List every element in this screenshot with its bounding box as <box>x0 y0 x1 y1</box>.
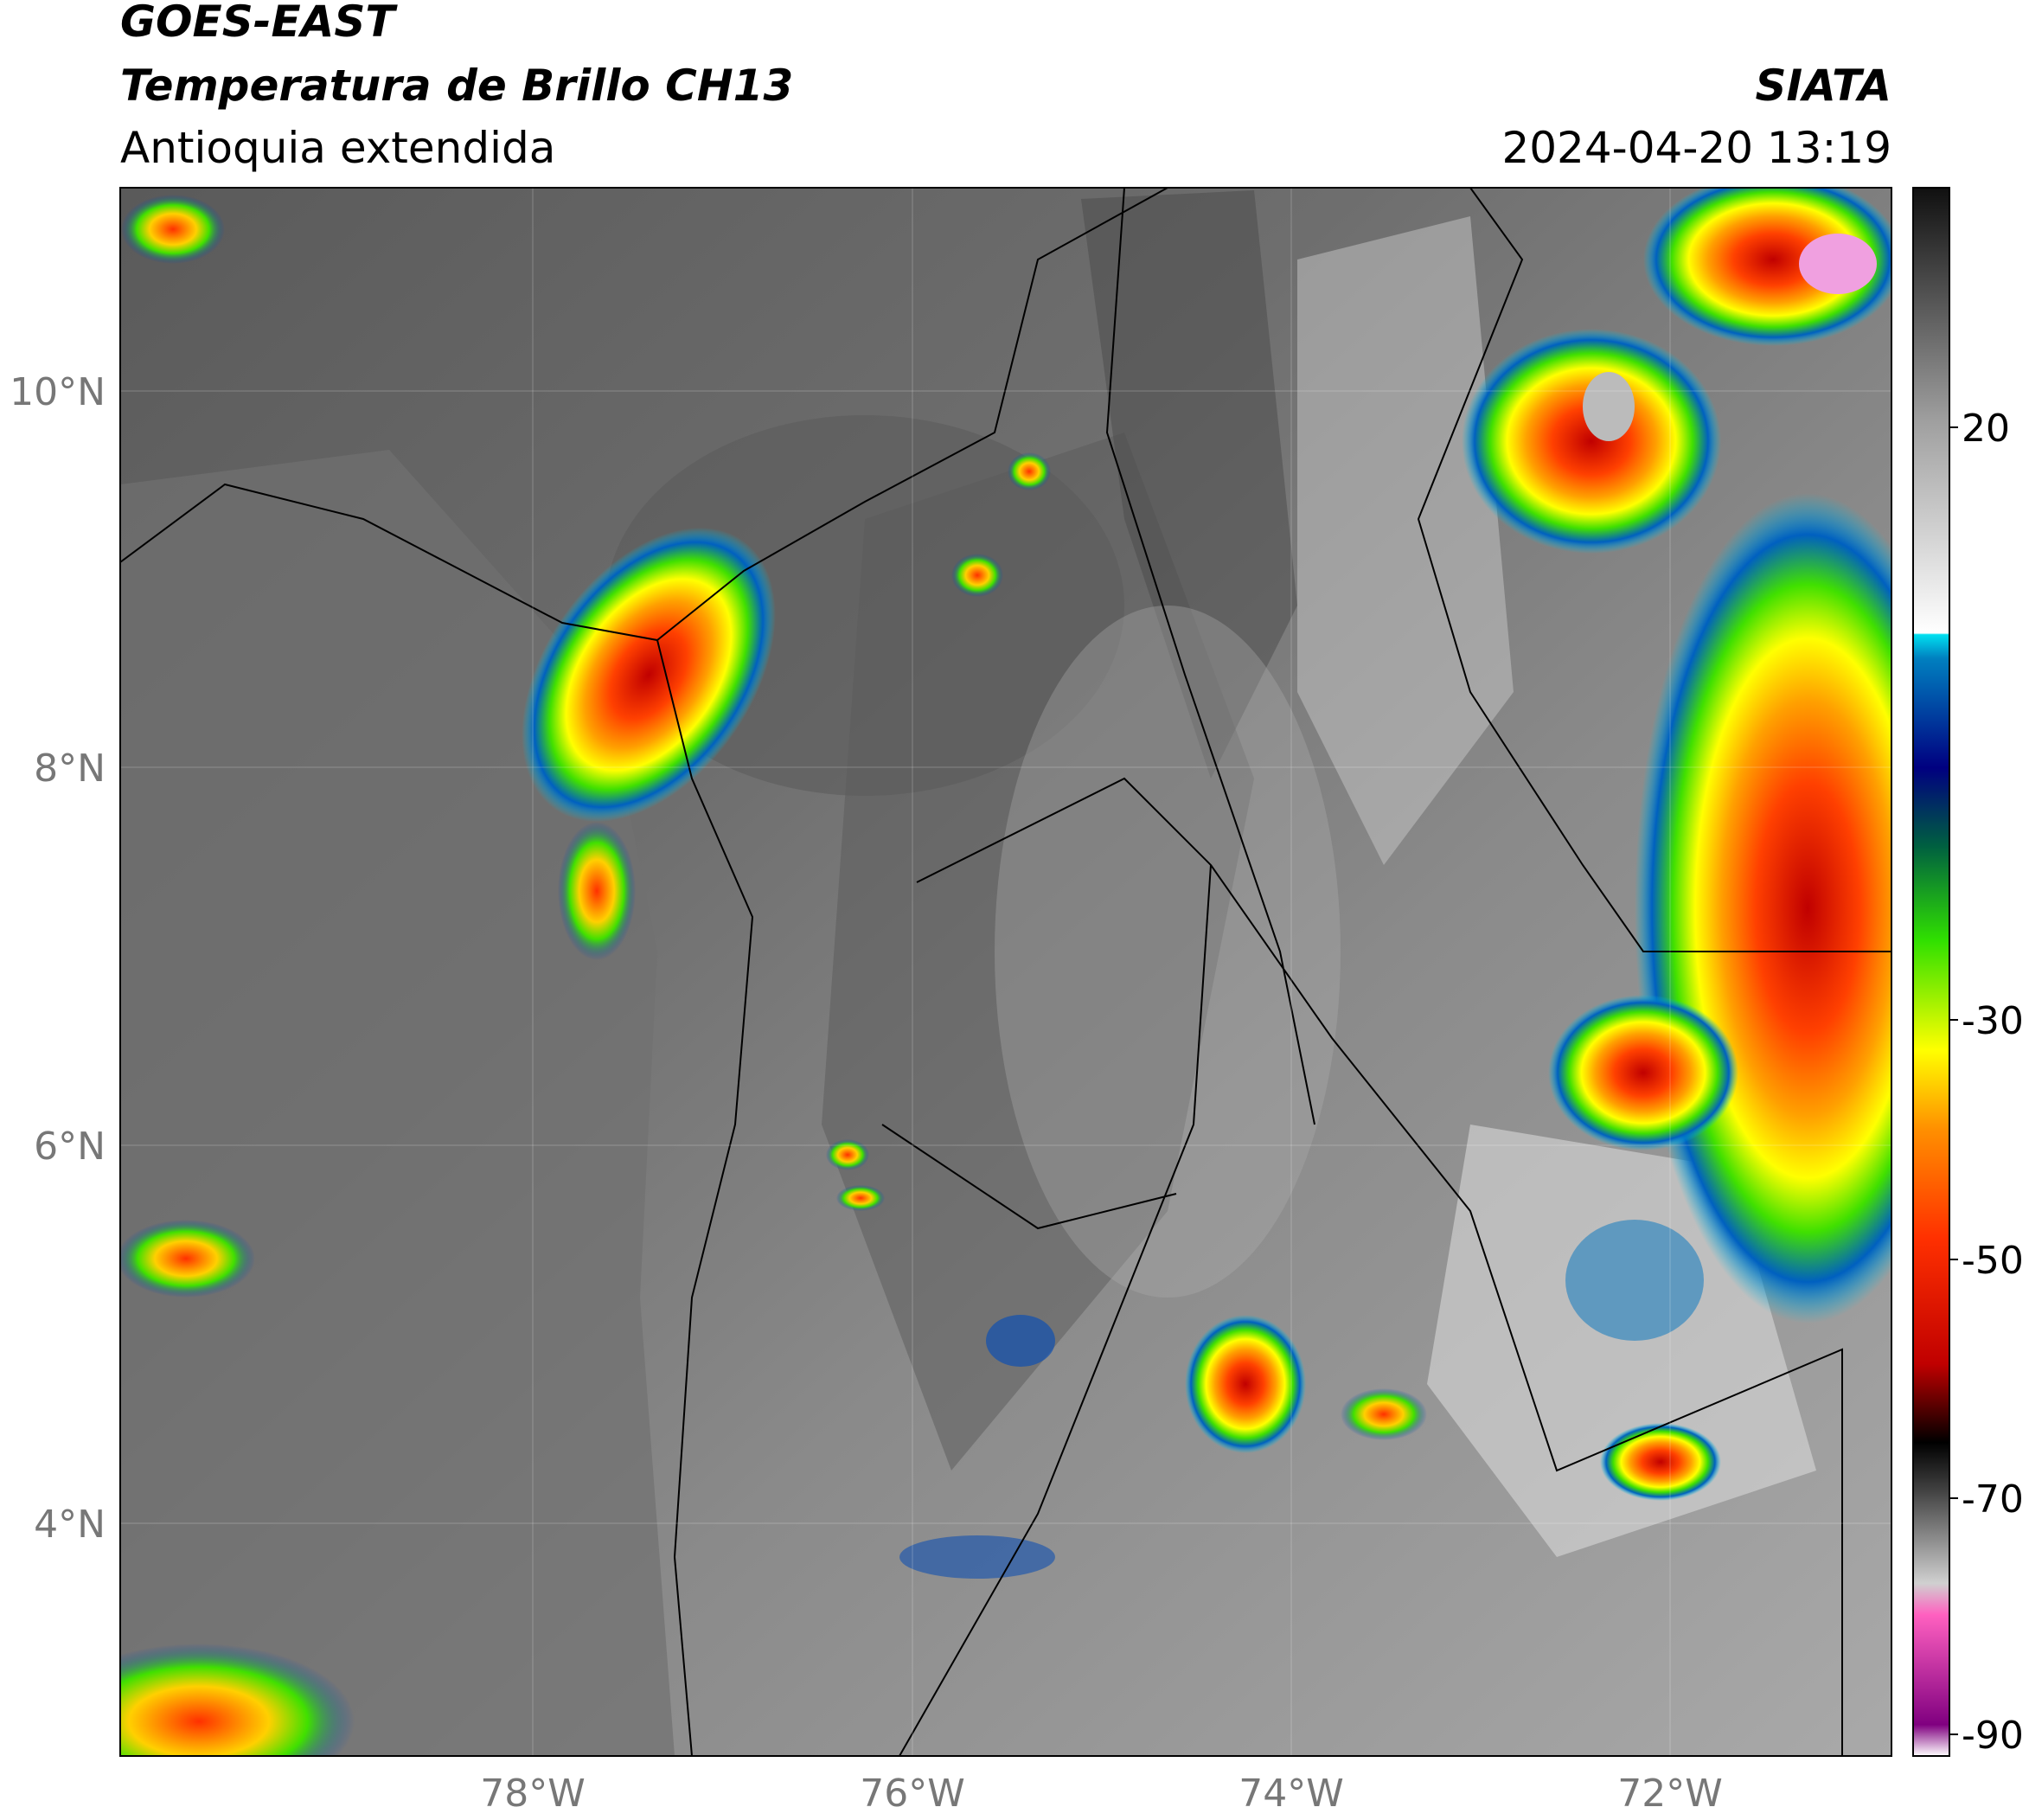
satellite-image <box>120 188 1891 1756</box>
datetime: 2024-04-20 13:19 <box>1501 123 1891 173</box>
colorbar-tick-label: 20 <box>1962 407 2010 451</box>
lon-label: 78°W <box>480 1772 586 1816</box>
lat-label: 6°N <box>34 1125 106 1169</box>
subtitle: Antioquia extendida <box>120 123 555 173</box>
map-frame <box>119 187 1892 1757</box>
lat-label: 10°N <box>10 370 106 414</box>
colorbar-tick-label: -30 <box>1962 999 2024 1043</box>
header: GOES-EAST Temperatura de Brillo CH13 Ant… <box>120 0 1891 173</box>
colorbar-tick-label: -50 <box>1962 1239 2024 1283</box>
colorbar-tick-label: -70 <box>1962 1477 2024 1522</box>
lat-label: 4°N <box>34 1503 106 1547</box>
lon-label: 76°W <box>860 1772 965 1816</box>
title-line2: Temperatura de Brillo CH13 <box>120 61 793 111</box>
colorbar-tick-label: -90 <box>1962 1714 2024 1758</box>
lon-label: 72°W <box>1617 1772 1723 1816</box>
colorbar: 20 -30 -50 -70 -90 <box>1912 187 2024 1758</box>
lon-label: 74°W <box>1239 1772 1344 1816</box>
source: SIATA <box>1756 61 1891 111</box>
title-line1: GOES-EAST <box>120 0 398 47</box>
lat-labels: 10°N 8°N 6°N 4°N <box>10 370 106 1547</box>
colorbar-scale <box>1912 187 1950 1757</box>
lon-labels: 78°W 76°W 74°W 72°W <box>480 1772 1723 1816</box>
lat-label: 8°N <box>34 747 106 791</box>
